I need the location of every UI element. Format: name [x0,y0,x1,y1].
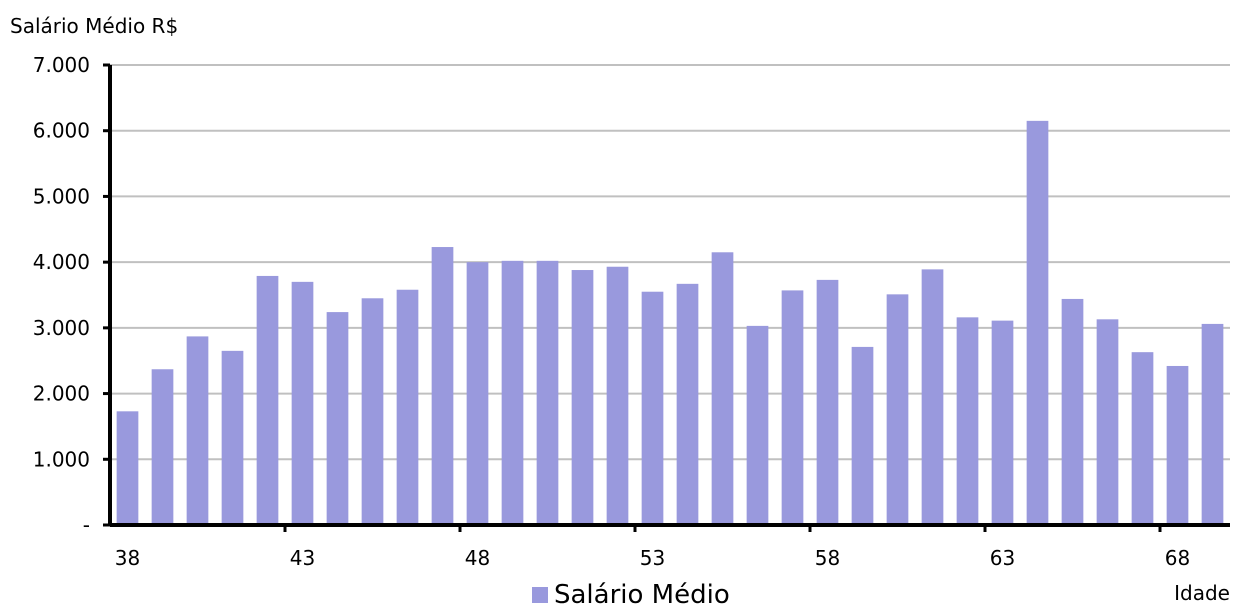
bar [1166,365,1189,525]
x-tick-label: 38 [115,546,140,570]
bar [326,312,349,525]
bar [676,283,699,525]
y-tick-label: 5.000 [33,184,90,208]
bar [291,281,314,525]
bar [816,279,839,525]
y-tick-label: 7.000 [33,53,90,77]
y-tick-label: 1.000 [33,447,90,471]
bar [501,260,524,525]
bar [571,270,594,525]
bar [921,269,944,525]
y-tick-label: 2.000 [33,382,90,406]
bar [186,336,209,525]
bar [1026,120,1049,525]
bar [886,294,909,525]
bar [151,369,174,525]
x-axis-title: Idade [1174,581,1230,605]
x-tick-label: 53 [640,546,665,570]
bar [956,317,979,525]
bar [991,320,1014,525]
x-tick-label: 63 [990,546,1015,570]
x-tick-label: 43 [290,546,315,570]
legend: Salário Médio [532,580,730,610]
bar [396,289,419,525]
bar [431,247,454,525]
bar [536,260,559,525]
bar [1096,319,1119,525]
y-tick-label: 3.000 [33,316,90,340]
bar [1201,323,1224,525]
bar [781,290,804,525]
x-tick-label: 58 [815,546,840,570]
y-tick-label: 6.000 [33,119,90,143]
bar [1131,352,1154,525]
bar [711,252,734,526]
bar [116,411,139,525]
x-tick-label: 48 [465,546,490,570]
bar [256,275,279,525]
y-tick-label: - [83,513,90,537]
bar [361,298,384,525]
bar [606,266,629,525]
bar [466,262,489,525]
bar [851,346,874,525]
y-tick-label: 4.000 [33,250,90,274]
bar [1061,298,1084,525]
legend-swatch [532,587,548,603]
bar [641,291,664,525]
bar [746,325,769,525]
bar [221,350,244,525]
y-axis-title: Salário Médio R$ [10,14,179,38]
x-tick-label: 68 [1165,546,1190,570]
legend-label: Salário Médio [554,580,730,610]
